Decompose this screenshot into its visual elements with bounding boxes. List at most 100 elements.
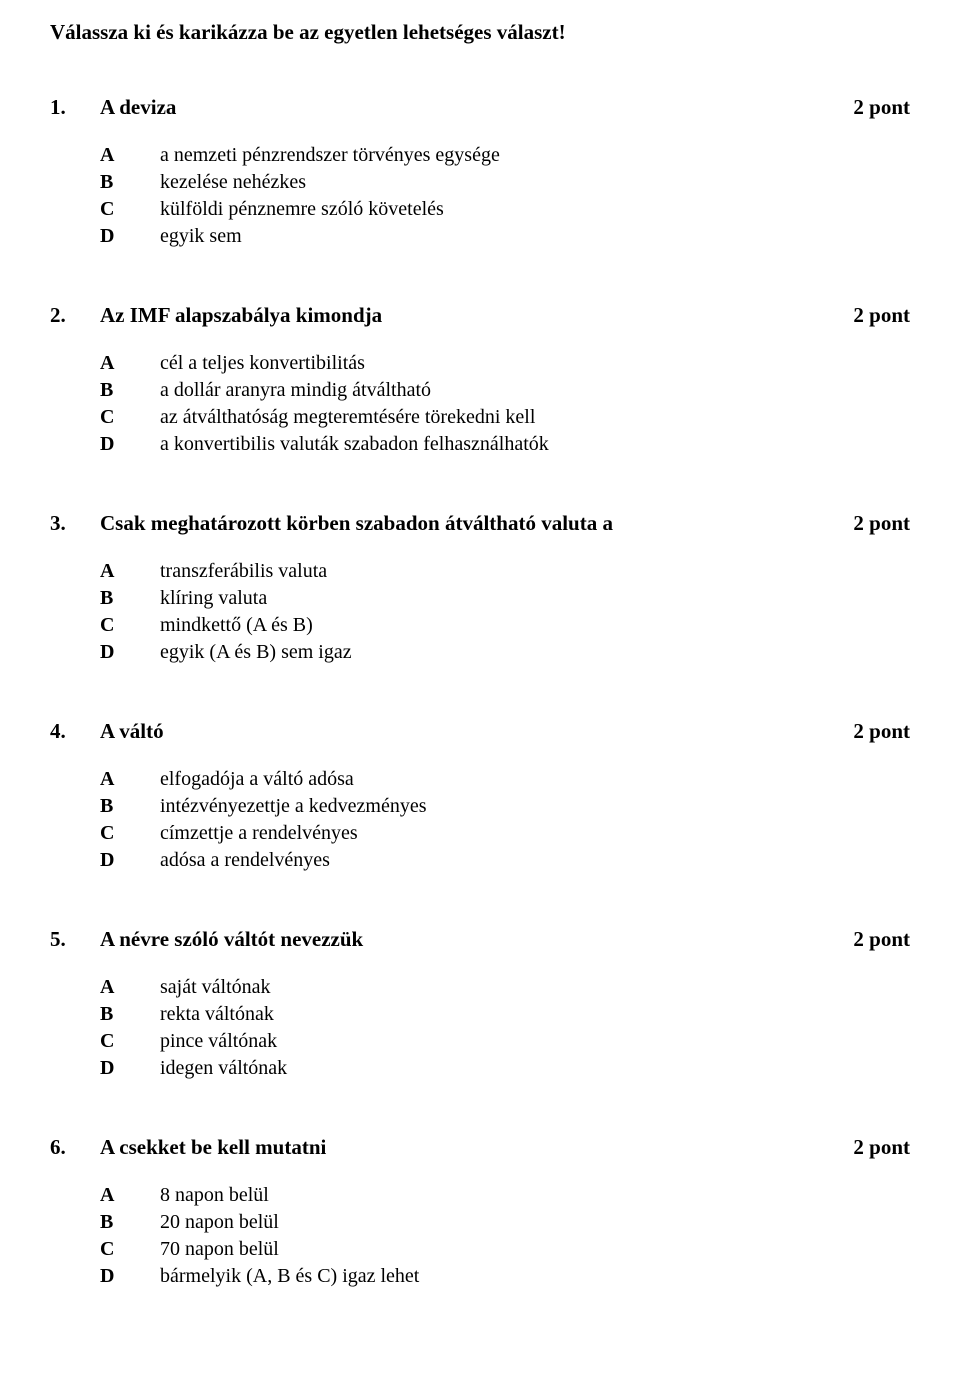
option-text: cél a teljes konvertibilitás	[160, 352, 365, 375]
option-letter: A	[100, 144, 160, 167]
question-points: 2 pont	[833, 511, 910, 536]
options-list: Aa nemzeti pénzrendszer törvényes egység…	[50, 144, 910, 248]
option-letter: A	[100, 352, 160, 375]
option-text: a dollár aranyra mindig átváltható	[160, 379, 431, 402]
option-text: transzferábilis valuta	[160, 560, 327, 583]
option-row: Atranszferábilis valuta	[50, 560, 910, 583]
option-letter: D	[100, 225, 160, 248]
option-row: Cmindkettő (A és B)	[50, 614, 910, 637]
option-row: Degyik sem	[50, 225, 910, 248]
options-list: Asaját váltónakBrekta váltónakCpince vál…	[50, 976, 910, 1080]
option-letter: A	[100, 976, 160, 999]
question-number: 4.	[50, 719, 100, 744]
question-header-row: 5.A névre szóló váltót nevezzük2 pont	[50, 927, 910, 952]
question-points: 2 pont	[833, 1135, 910, 1160]
option-letter: C	[100, 614, 160, 637]
option-text: klíring valuta	[160, 587, 267, 610]
option-text: rekta váltónak	[160, 1003, 274, 1026]
option-row: Dadósa a rendelvényes	[50, 849, 910, 872]
question-points: 2 pont	[833, 719, 910, 744]
option-text: mindkettő (A és B)	[160, 614, 313, 637]
option-row: Didegen váltónak	[50, 1057, 910, 1080]
option-row: Asaját váltónak	[50, 976, 910, 999]
option-row: Bklíring valuta	[50, 587, 910, 610]
question-left: 1.A deviza	[50, 95, 176, 120]
question-number: 2.	[50, 303, 100, 328]
option-text: intézvényezettje a kedvezményes	[160, 795, 427, 818]
question-header-row: 6.A csekket be kell mutatni 2 pont	[50, 1135, 910, 1160]
option-row: Aa nemzeti pénzrendszer törvényes egység…	[50, 144, 910, 167]
question-number: 3.	[50, 511, 100, 536]
option-text: egyik sem	[160, 225, 242, 248]
question-points: 2 pont	[833, 303, 910, 328]
option-row: B20 napon belül	[50, 1211, 910, 1234]
question-block: 5.A névre szóló váltót nevezzük2 pont Asa…	[50, 927, 910, 1080]
question-header-row: 2.Az IMF alapszabálya kimondja 2 pont	[50, 303, 910, 328]
instruction-header: Válassza ki és karikázza be az egyetlen …	[50, 20, 910, 45]
question-header-row: 3.Csak meghatározott körben szabadon átv…	[50, 511, 910, 536]
question-text: A névre szóló váltót nevezzük	[100, 927, 363, 952]
option-row: Dbármelyik (A, B és C) igaz lehet	[50, 1265, 910, 1288]
question-left: 5.A névre szóló váltót nevezzük	[50, 927, 363, 952]
options-list: A8 napon belülB20 napon belülC70 napon b…	[50, 1184, 910, 1288]
option-letter: A	[100, 1184, 160, 1207]
option-text: adósa a rendelvényes	[160, 849, 330, 872]
option-row: Da konvertibilis valuták szabadon felhas…	[50, 433, 910, 456]
option-text: a nemzeti pénzrendszer törvényes egysége	[160, 144, 500, 167]
question-number: 5.	[50, 927, 100, 952]
option-letter: B	[100, 171, 160, 194]
option-text: idegen váltónak	[160, 1057, 287, 1080]
option-letter: D	[100, 1265, 160, 1288]
option-text: az átválthatóság megteremtésére törekedn…	[160, 406, 535, 429]
question-left: 2.Az IMF alapszabálya kimondja	[50, 303, 382, 328]
option-text: 20 napon belül	[160, 1211, 279, 1234]
option-letter: B	[100, 795, 160, 818]
option-text: 70 napon belül	[160, 1238, 279, 1261]
option-letter: B	[100, 379, 160, 402]
option-text: pince váltónak	[160, 1030, 277, 1053]
option-row: Cpince váltónak	[50, 1030, 910, 1053]
question-left: 4.A váltó	[50, 719, 164, 744]
option-letter: B	[100, 587, 160, 610]
question-text: A deviza	[100, 95, 176, 120]
option-row: Brekta váltónak	[50, 1003, 910, 1026]
questions-container: 1.A deviza 2 pont Aa nemzeti pénzrendszer …	[50, 95, 910, 1288]
option-letter: B	[100, 1211, 160, 1234]
option-letter: A	[100, 768, 160, 791]
options-list: Acél a teljes konvertibilitásBa dollár a…	[50, 352, 910, 456]
option-text: bármelyik (A, B és C) igaz lehet	[160, 1265, 419, 1288]
question-number: 1.	[50, 95, 100, 120]
option-row: Ccímzettje a rendelvényes	[50, 822, 910, 845]
option-letter: D	[100, 1057, 160, 1080]
option-row: Degyik (A és B) sem igaz	[50, 641, 910, 664]
options-list: Aelfogadója a váltó adósaBintézvényezett…	[50, 768, 910, 872]
option-text: 8 napon belül	[160, 1184, 269, 1207]
question-block: 1.A deviza 2 pont Aa nemzeti pénzrendszer …	[50, 95, 910, 248]
question-number: 6.	[50, 1135, 100, 1160]
option-text: saját váltónak	[160, 976, 271, 999]
option-letter: C	[100, 822, 160, 845]
question-text: Az IMF alapszabálya kimondja	[100, 303, 382, 328]
question-points: 2 pont	[833, 95, 910, 120]
question-text: Csak meghatározott körben szabadon átvál…	[100, 511, 613, 536]
option-letter: D	[100, 641, 160, 664]
option-letter: B	[100, 1003, 160, 1026]
option-row: Bkezelése nehézkes	[50, 171, 910, 194]
option-letter: C	[100, 1030, 160, 1053]
option-text: elfogadója a váltó adósa	[160, 768, 354, 791]
option-row: C70 napon belül	[50, 1238, 910, 1261]
question-left: 3.Csak meghatározott körben szabadon átv…	[50, 511, 613, 536]
options-list: Atranszferábilis valutaBklíring valutaCm…	[50, 560, 910, 664]
option-text: a konvertibilis valuták szabadon felhasz…	[160, 433, 549, 456]
question-block: 2.Az IMF alapszabálya kimondja 2 pont Acél…	[50, 303, 910, 456]
question-header-row: 4.A váltó 2 pont	[50, 719, 910, 744]
option-row: Caz átválthatóság megteremtésére töreked…	[50, 406, 910, 429]
option-text: kezelése nehézkes	[160, 171, 306, 194]
option-row: Ckülföldi pénznemre szóló követelés	[50, 198, 910, 221]
option-row: Acél a teljes konvertibilitás	[50, 352, 910, 375]
question-block: 6.A csekket be kell mutatni 2 pont A8 napo…	[50, 1135, 910, 1288]
option-text: külföldi pénznemre szóló követelés	[160, 198, 444, 221]
option-row: Bintézvényezettje a kedvezményes	[50, 795, 910, 818]
option-row: A8 napon belül	[50, 1184, 910, 1207]
question-text: A csekket be kell mutatni	[100, 1135, 326, 1160]
